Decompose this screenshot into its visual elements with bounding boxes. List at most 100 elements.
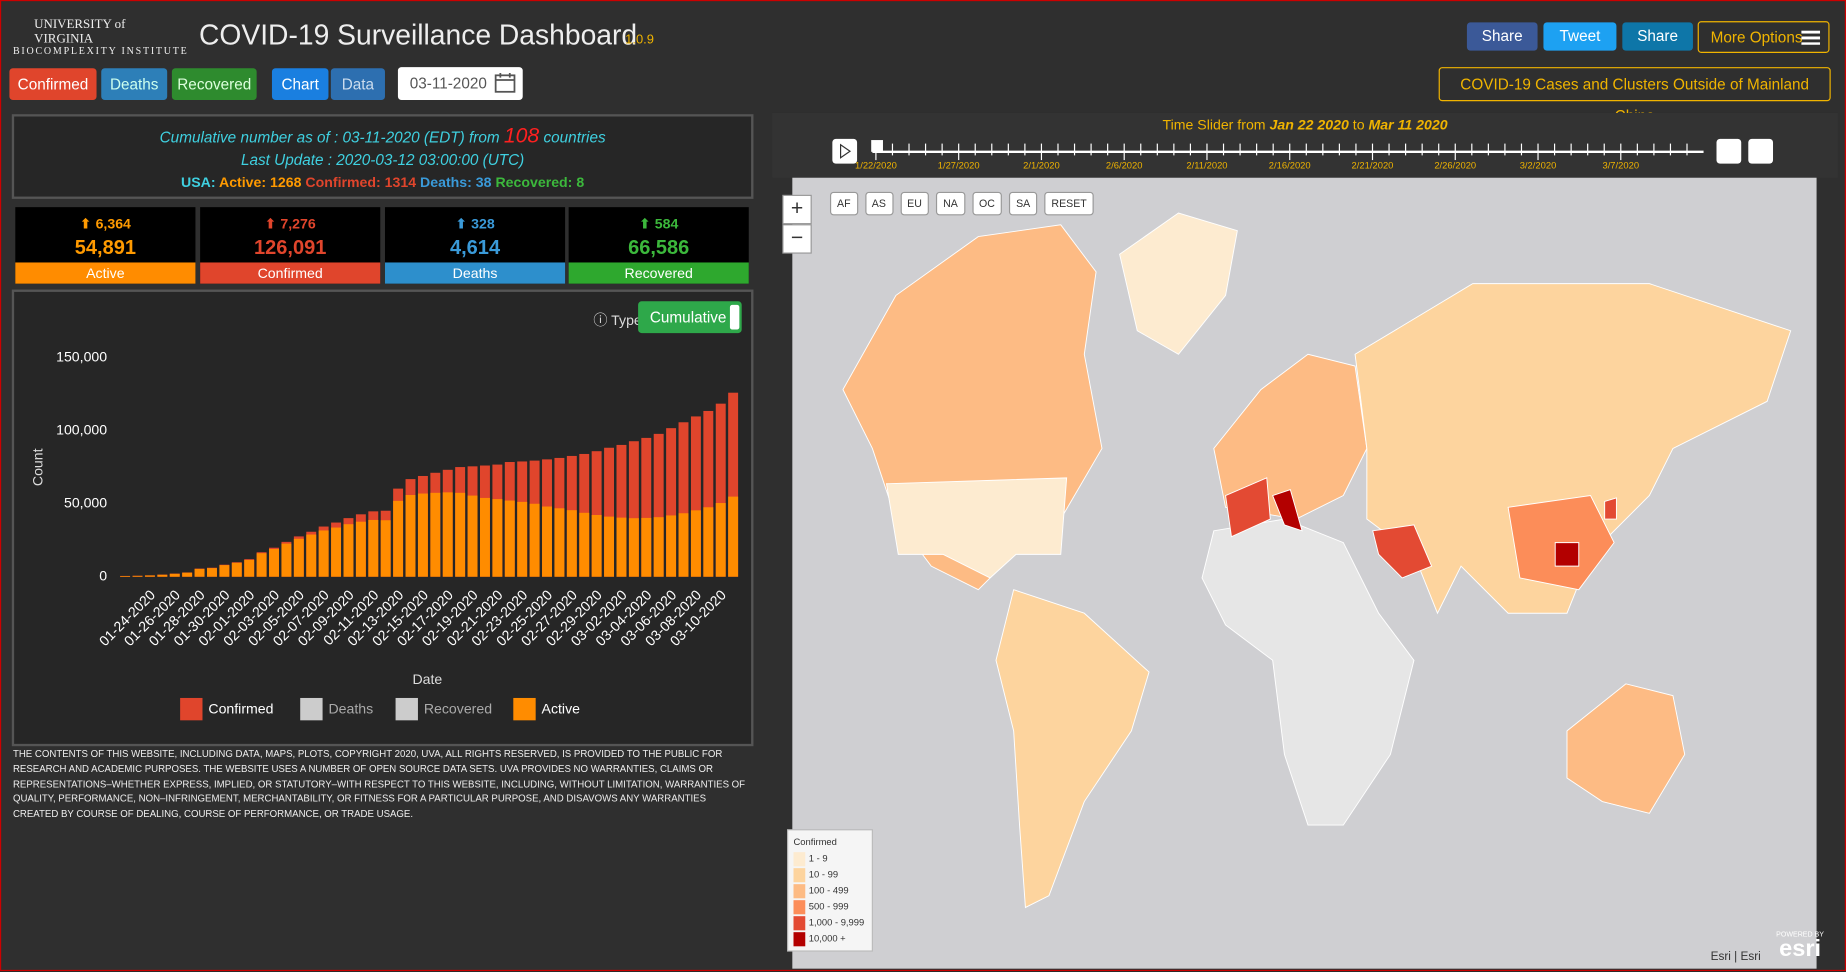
zoom-out[interactable]: [782, 224, 812, 254]
bar: [690, 510, 701, 577]
deaths-button[interactable]: Deaths: [101, 68, 168, 101]
region-button[interactable]: AS: [864, 191, 894, 216]
slider-end: Mar 11 2020: [1368, 116, 1448, 134]
stat-change-value: 7,276: [280, 215, 316, 232]
slider-start: Jan 22 2020: [1269, 116, 1349, 134]
summary-suffix: countries: [543, 128, 606, 146]
bar: [690, 416, 701, 577]
prev-button[interactable]: [1716, 138, 1742, 164]
legend-label: Recovered: [424, 700, 492, 716]
legend-item[interactable]: Active: [513, 697, 581, 721]
usa-deaths: Deaths: 38: [420, 174, 492, 191]
summary-panel: Cumulative number as of : 03-11-2020 (ED…: [11, 114, 754, 199]
legend-swatch: [395, 697, 418, 721]
land: [842, 212, 1792, 909]
bar: [641, 517, 652, 577]
bar: [715, 403, 726, 577]
bar: [231, 562, 242, 577]
zoom-in[interactable]: [782, 194, 812, 225]
map-legend-swatch: [793, 932, 806, 947]
legend-item[interactable]: Confirmed: [180, 697, 273, 721]
slider-tick-label: 2/26/2020: [1434, 159, 1476, 170]
region-button[interactable]: OC: [971, 191, 1002, 216]
south-america: [995, 589, 1150, 909]
map-legend-title: Confirmed: [794, 836, 837, 847]
data-button[interactable]: Data: [330, 68, 385, 101]
chart-button[interactable]: Chart: [271, 68, 329, 101]
bar: [728, 392, 739, 577]
slider-tick-label: 1/22/2020: [855, 159, 897, 170]
linkedin-share[interactable]: Share: [1622, 22, 1693, 51]
legend-swatch: [513, 697, 536, 721]
slider-thumb[interactable]: [871, 140, 883, 152]
bar: [678, 513, 689, 577]
bar: [517, 501, 528, 577]
bar: [566, 510, 577, 577]
map-legend-label: 10,000 +: [809, 933, 846, 944]
usa-confirmed: Confirmed: 1314: [305, 174, 417, 191]
bar: [194, 568, 205, 577]
outside-china-button[interactable]: COVID-19 Cases and Clusters Outside of M…: [1438, 67, 1831, 125]
menu-icon: [1801, 30, 1821, 45]
bar: [728, 496, 739, 577]
bar: [455, 492, 466, 577]
bar: [666, 515, 677, 577]
australia: [1566, 683, 1686, 814]
slider-bar: [772, 112, 1838, 178]
type-button-label: Cumulative: [649, 308, 727, 327]
region-button[interactable]: RESET: [1044, 191, 1094, 216]
powered-by: POWERED BY: [1776, 931, 1824, 938]
bar: [380, 520, 391, 577]
stat-change-value: 6,364: [95, 215, 131, 232]
play-icon: [840, 143, 852, 159]
bar: [269, 548, 279, 577]
bar: [244, 559, 255, 577]
bar: [417, 493, 428, 577]
bar: [616, 444, 627, 577]
tweet[interactable]: Tweet: [1543, 22, 1617, 51]
next-button[interactable]: [1748, 138, 1774, 164]
legend-item[interactable]: Recovered: [395, 697, 492, 721]
facebook-share[interactable]: Share: [1466, 22, 1538, 51]
legend-label: Active: [542, 700, 581, 716]
region-button[interactable]: AF: [829, 191, 858, 216]
stat-value: 54,891: [74, 236, 136, 259]
esri-logo: esri: [1779, 935, 1821, 961]
region-button[interactable]: SA: [1009, 191, 1038, 216]
bar: [628, 518, 639, 577]
bar: [318, 530, 329, 577]
region-button[interactable]: EU: [900, 191, 929, 216]
more-options[interactable]: More Options: [1697, 21, 1830, 53]
stat-active: ⬆ 6,364 54,891 Active: [15, 207, 196, 284]
confirmed-button[interactable]: Confirmed: [9, 68, 97, 101]
bar: [169, 573, 180, 577]
bar: [703, 507, 714, 577]
stat-change: ⬆ 6,364: [79, 215, 131, 232]
map-legend-label: 500 - 999: [809, 901, 849, 912]
slider-mid: to: [1352, 116, 1365, 134]
region-button[interactable]: NA: [936, 191, 965, 216]
y-axis-label: Count: [30, 448, 46, 486]
disclaimer: THE CONTENTS OF THIS WEBSITE, INCLUDING …: [12, 748, 746, 820]
recovered-button[interactable]: Recovered: [171, 68, 257, 101]
bar: [331, 527, 342, 577]
slider-tick-label: 3/7/2020: [1602, 159, 1639, 170]
bar: [405, 494, 416, 577]
bar: [480, 497, 490, 577]
bar: [554, 508, 565, 577]
slider-tick-label: 2/11/2020: [1186, 159, 1227, 170]
play-button[interactable]: [832, 138, 858, 164]
stat-recovered: ⬆ 584 66,586 Recovered: [568, 207, 749, 284]
bar: [343, 524, 354, 577]
bar: [678, 422, 689, 577]
bar: [591, 451, 602, 577]
type-button[interactable]: Cumulative: [638, 301, 742, 334]
bar: [504, 500, 515, 577]
slider-prefix: Time Slider from: [1162, 116, 1266, 134]
date-picker[interactable]: 03-11-2020: [397, 67, 523, 101]
y-tick-label: 50,000: [64, 494, 107, 510]
legend-item[interactable]: Deaths: [300, 697, 373, 721]
bar: [579, 512, 590, 577]
y-tick-label: 0: [99, 567, 107, 583]
